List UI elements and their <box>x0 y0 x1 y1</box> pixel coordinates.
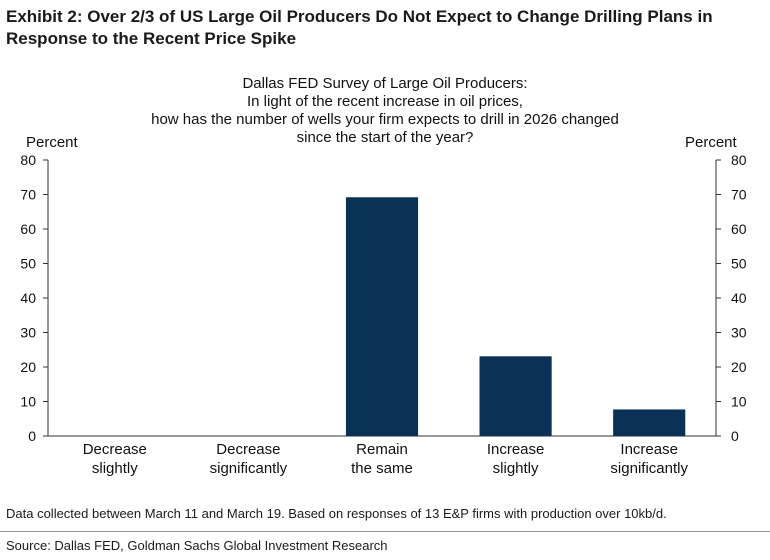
y-axis-unit-left: Percent <box>26 134 79 151</box>
y-tick-label-right: 30 <box>731 325 747 341</box>
chart-title-line: how has the number of wells your firm ex… <box>151 111 619 128</box>
y-tick-labels: 0 0 10 10 20 20 30 30 40 40 50 50 60 60 70 70 80 80 <box>20 152 746 444</box>
chart-title-line: In light of the recent increase in oil p… <box>247 93 523 110</box>
y-tick-label-right: 80 <box>731 152 747 168</box>
category-label: slightly <box>493 460 539 477</box>
y-tick-label-left: 30 <box>20 325 36 341</box>
chart-title-line: since the start of the year? <box>297 129 474 146</box>
source-line: Source: Dallas FED, Goldman Sachs Global… <box>6 538 388 553</box>
bar <box>479 356 552 436</box>
exhibit-title: Exhibit 2: Over 2/3 of US Large Oil Prod… <box>6 7 713 48</box>
category-label: the same <box>351 460 413 477</box>
y-tick-label-left: 60 <box>20 221 36 237</box>
category-label: Decrease <box>216 441 280 458</box>
y-tick-label-left: 10 <box>20 394 36 410</box>
divider <box>0 531 770 532</box>
y-tick-label-left: 0 <box>28 428 36 444</box>
bars <box>345 197 686 436</box>
category-label: Increase <box>620 441 678 458</box>
category-label: significantly <box>610 460 688 477</box>
y-tick-label-right: 60 <box>731 221 747 237</box>
y-tick-label-right: 10 <box>731 394 747 410</box>
y-tick-label-right: 40 <box>731 290 747 306</box>
category-label: significantly <box>210 460 288 477</box>
category-label: Remain <box>356 441 408 458</box>
y-tick-label-right: 0 <box>731 428 739 444</box>
y-tick-label-left: 50 <box>20 256 36 272</box>
y-tick-label-left: 80 <box>20 152 36 168</box>
category-labels: Decrease slightly Decrease significantly Rem… <box>83 441 689 477</box>
bar <box>345 197 419 436</box>
y-tick-label-right: 50 <box>731 256 747 272</box>
chart-title-line: Dallas FED Survey of Large Oil Producers… <box>242 75 527 92</box>
y-axis-unit-right: Percent <box>685 134 738 151</box>
y-tick-label-left: 70 <box>20 187 36 203</box>
bar-chart: Dallas FED Survey of Large Oil Producers… <box>20 75 746 477</box>
category-label: Decrease <box>83 441 147 458</box>
y-tick-label-left: 40 <box>20 290 36 306</box>
y-tick-label-right: 70 <box>731 187 747 203</box>
chart-title: Dallas FED Survey of Large Oil Producers… <box>151 75 619 146</box>
category-label: slightly <box>92 460 138 477</box>
y-tick-label-left: 20 <box>20 359 36 375</box>
category-label: Increase <box>487 441 545 458</box>
y-tick-label-right: 20 <box>731 359 747 375</box>
data-note: Data collected between March 11 and Marc… <box>6 506 667 521</box>
bar <box>613 409 686 436</box>
